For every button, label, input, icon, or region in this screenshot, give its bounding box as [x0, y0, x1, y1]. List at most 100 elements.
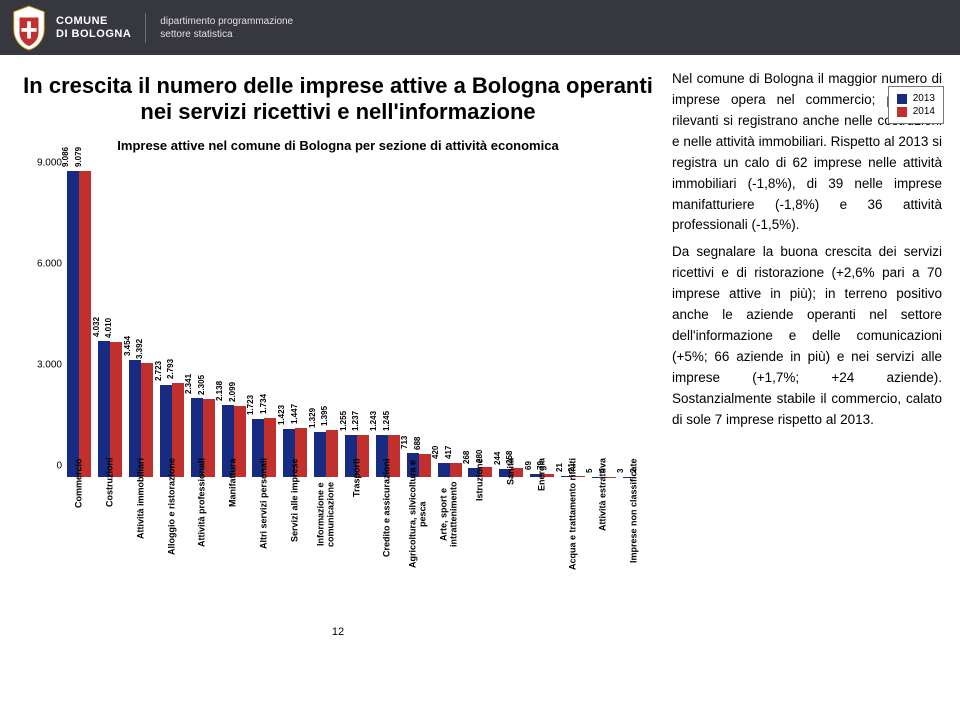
bar-value-2014: 3.392 — [135, 339, 144, 359]
bar-group: 1.3291.395 — [313, 157, 340, 477]
bar-group: 1.2551.237 — [344, 157, 371, 477]
dept-line2: settore statistica — [160, 28, 293, 41]
x-label: Agricoltura, silvicoltura e pesca — [405, 458, 432, 572]
brand-line1: COMUNE — [56, 15, 131, 27]
bar-group: 420417 — [436, 157, 463, 477]
chart-container: Imprese attive nel comune di Bologna per… — [28, 138, 648, 578]
x-label: Istruzione — [467, 458, 494, 572]
bar-group: 2.1382.099 — [220, 157, 247, 477]
x-label: Servizi alle imprese — [282, 458, 309, 572]
bar-group: 268280 — [467, 157, 494, 477]
x-label: Acqua e trattamento rifiuti — [560, 458, 587, 572]
brand-line2: DI BOLOGNA — [56, 28, 131, 40]
x-label: Imprese non classificate — [621, 458, 648, 572]
y-tick: 9.000 — [37, 157, 62, 168]
header-divider — [145, 13, 146, 43]
page-title: In crescita il numero delle imprese atti… — [18, 73, 658, 126]
x-label: Trasporti — [344, 458, 371, 572]
bar-group: 2.7232.793 — [159, 157, 186, 477]
bar-group: 244258 — [498, 157, 525, 477]
bar-value-2013: 1.423 — [277, 405, 286, 425]
bar-2013 — [98, 341, 110, 477]
bar-value-2013: 420 — [431, 445, 440, 458]
x-label: Attività professionali — [189, 458, 216, 572]
bar-group: 4.0324.010 — [97, 157, 124, 477]
y-tick: 6.000 — [37, 258, 62, 269]
x-label: Energia — [529, 458, 556, 572]
bar-2013 — [67, 171, 79, 477]
legend-label: 2014 — [913, 106, 935, 117]
legend-swatch-icon — [897, 94, 907, 104]
bar-group: 2.3412.305 — [189, 157, 216, 477]
legend-label: 2013 — [913, 93, 935, 104]
brand-text: COMUNE DI BOLOGNA — [56, 15, 131, 39]
body-paragraph: Da segnalare la buona crescita dei servi… — [672, 242, 942, 430]
bar-value-2013: 4.032 — [92, 317, 101, 337]
main-content: In crescita il numero delle imprese atti… — [0, 55, 960, 686]
chart-plot: 03.0006.0009.000 9.0869.0794.0324.0103.4… — [28, 157, 648, 477]
left-column: In crescita il numero delle imprese atti… — [18, 69, 658, 678]
x-label: Attività estrattiva — [590, 458, 617, 572]
bar-group: 1.4231.447 — [282, 157, 309, 477]
x-label: Attività immobiliari — [128, 458, 155, 572]
y-axis: 0 3.000 6.000 9.000 — [28, 157, 64, 477]
bar-value-2014: 2.099 — [228, 382, 237, 402]
bar-value-2014: 688 — [413, 436, 422, 449]
bar-value-2014: 417 — [444, 445, 453, 458]
bar-value-2013: 2.723 — [154, 361, 163, 381]
bar-group: 9.0869.079 — [66, 157, 93, 477]
bar-value-2014: 1.245 — [382, 411, 391, 431]
bar-value-2013: 9.086 — [61, 147, 70, 167]
bar-value-2013: 1.255 — [339, 410, 348, 430]
bar-group: 6979 — [529, 157, 556, 477]
dept-line1: dipartimento programmazione — [160, 15, 293, 28]
bar-value-2014: 1.734 — [259, 394, 268, 414]
app-header: COMUNE DI BOLOGNA dipartimento programma… — [0, 0, 960, 55]
bars-area: 9.0869.0794.0324.0103.4543.3922.7232.793… — [66, 157, 648, 477]
bar-value-2013: 1.723 — [246, 395, 255, 415]
y-tick: 3.000 — [37, 359, 62, 370]
bar-group: 32 — [621, 157, 648, 477]
legend-row: 2013 — [897, 93, 935, 104]
x-label: Alloggio e ristorazione — [159, 458, 186, 572]
x-label: Informazione e comunicazione — [313, 458, 340, 572]
bar-value-2014: 1.237 — [351, 411, 360, 431]
bar-value-2014: 4.010 — [104, 318, 113, 338]
bar-value-2013: 1.243 — [369, 411, 378, 431]
bar-group: 1.2431.245 — [374, 157, 401, 477]
bar-value-2014: 1.447 — [290, 404, 299, 424]
x-label: Altri servizi personali — [251, 458, 278, 572]
bar-value-2013: 2.341 — [184, 374, 193, 394]
x-label: Costruzioni — [97, 458, 124, 572]
bar-value-2014: 9.079 — [74, 147, 83, 167]
bar-group: 54 — [590, 157, 617, 477]
bar-value-2013: 3.454 — [123, 336, 132, 356]
bar-group: 713688 — [405, 157, 432, 477]
bar-group: 3.4543.392 — [128, 157, 155, 477]
bar-value-2013: 713 — [400, 435, 409, 448]
department-text: dipartimento programmazione settore stat… — [160, 15, 293, 41]
x-axis: CommercioCostruzioniAttività immobiliari… — [66, 458, 648, 572]
bar-value-2014: 2.793 — [166, 359, 175, 379]
bar-value-2014: 1.395 — [320, 406, 329, 426]
x-label: Manifattura — [220, 458, 247, 572]
bar-value-2013: 2.138 — [215, 381, 224, 401]
chart-legend: 2013 2014 — [888, 86, 944, 124]
x-label: Sanità — [498, 458, 525, 572]
bar-2014 — [79, 171, 91, 477]
bar-group: 1.7231.734 — [251, 157, 278, 477]
legend-swatch-icon — [897, 107, 907, 117]
x-label: Commercio — [66, 458, 93, 572]
body-text: Nel comune di Bologna il maggior numero … — [658, 69, 942, 678]
x-label: Credito e assicurazioni — [374, 458, 401, 572]
bar-group: 2121 — [560, 157, 587, 477]
legend-row: 2014 — [897, 106, 935, 117]
bar-value-2013: 1.329 — [308, 408, 317, 428]
page-number: 12 — [332, 626, 344, 638]
bar-value-2014: 2.305 — [197, 375, 206, 395]
city-crest-icon — [10, 4, 48, 52]
x-label: Arte, sport e intrattenimento — [436, 458, 463, 572]
chart-title: Imprese attive nel comune di Bologna per… — [28, 138, 648, 153]
y-tick: 0 — [56, 460, 62, 471]
bar-2014 — [110, 342, 122, 477]
